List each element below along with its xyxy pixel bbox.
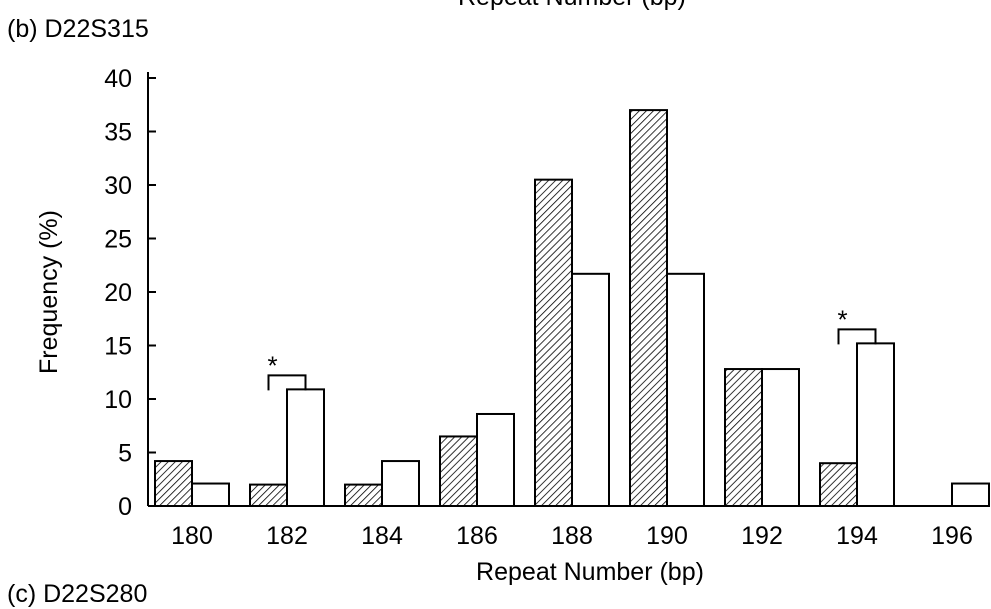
x-tick-label: 182 — [266, 522, 308, 550]
hatched-bar-188 — [534, 178, 573, 507]
y-tick-label: 40 — [104, 65, 132, 93]
panel-label: (b) D22S315 — [7, 15, 149, 43]
x-tick-label: 192 — [741, 522, 783, 550]
hatched-bar-192 — [724, 368, 763, 508]
y-tick-label: 30 — [104, 172, 132, 200]
x-axis: 180 182 184 186 188 190 192 194 196 — [148, 505, 985, 550]
y-tick-label: 5 — [118, 440, 132, 468]
bars — [154, 109, 990, 508]
open-bar-196 — [951, 482, 990, 507]
hatched-bar-190 — [629, 109, 668, 507]
x-tick-label: 186 — [456, 522, 498, 550]
open-bar-192 — [761, 368, 800, 508]
x-tick-label: 188 — [551, 522, 593, 550]
x-axis-label: Repeat Number (bp) — [476, 558, 704, 586]
significance-markers: ** — [267, 304, 877, 391]
open-bar-182 — [286, 388, 325, 507]
significance-bracket — [267, 374, 307, 391]
hatched-bar-182 — [249, 483, 288, 508]
open-bar-188 — [571, 272, 610, 507]
significance-bracket — [837, 328, 877, 345]
y-axis: 0 5 10 15 20 25 30 35 40 — [104, 65, 156, 521]
x-tick-label: 194 — [836, 522, 878, 550]
significance-asterisk: * — [267, 350, 277, 380]
previous-panel-xlabel-fragment: Repeat Number (bp) — [458, 0, 686, 12]
open-bar-186 — [476, 412, 515, 508]
y-axis-label: Frequency (%) — [35, 210, 63, 374]
hatched-bar-180 — [154, 460, 193, 507]
y-tick-label: 15 — [104, 333, 132, 361]
x-tick-label: 180 — [171, 522, 213, 550]
y-tick-label: 0 — [118, 493, 132, 521]
x-tick-label: 184 — [361, 522, 403, 550]
open-bar-194 — [856, 342, 895, 507]
y-tick-label: 10 — [104, 386, 132, 414]
y-tick-label: 20 — [104, 279, 132, 307]
open-bar-190 — [666, 272, 705, 507]
x-tick-label: 196 — [931, 522, 973, 550]
open-bar-180 — [191, 482, 230, 507]
significance-asterisk: * — [837, 304, 847, 334]
y-tick-label: 25 — [104, 226, 132, 254]
hatched-bar-186 — [439, 435, 478, 508]
open-bar-184 — [381, 460, 420, 507]
hatched-bar-184 — [344, 483, 383, 508]
hatched-bar-194 — [819, 462, 858, 508]
y-tick-label: 35 — [104, 119, 132, 147]
x-tick-label: 190 — [646, 522, 688, 550]
